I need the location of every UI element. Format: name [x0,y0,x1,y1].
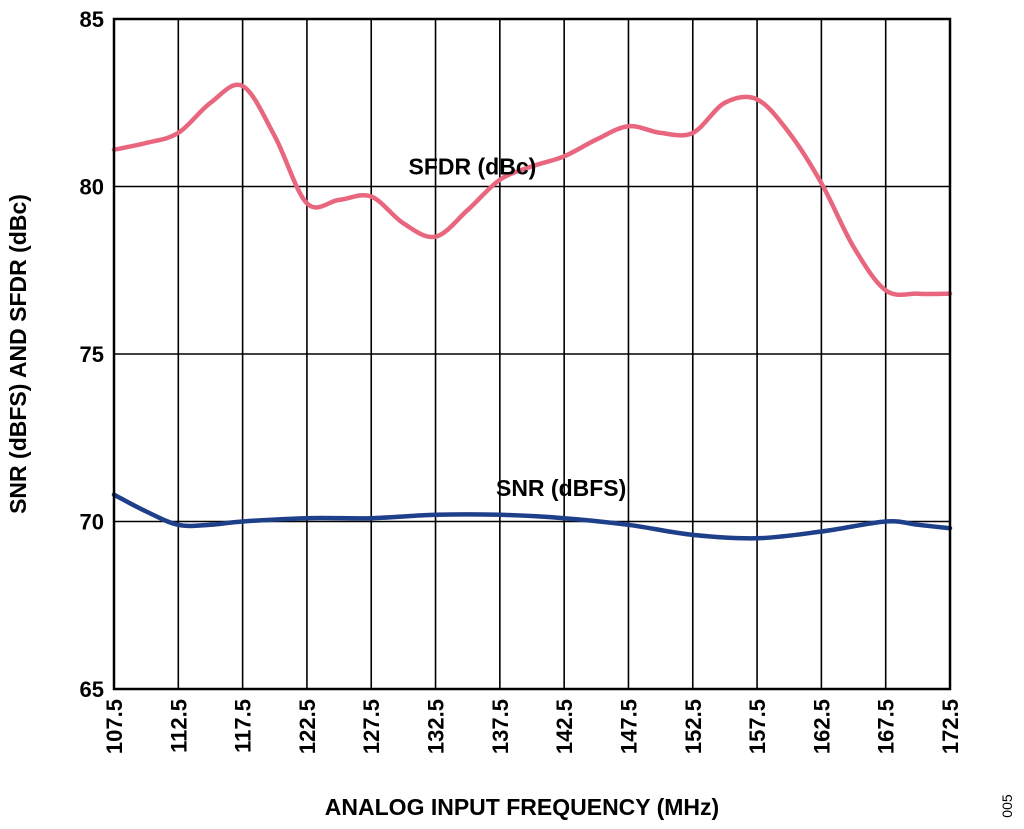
x-tick-label: 172.5 [938,699,963,754]
series-line-snr-dbfs [111,492,953,541]
plot-frame [112,17,952,691]
x-tick-label: 122.5 [295,699,320,754]
x-tick-label: 147.5 [616,699,641,754]
y-tick-label: 70 [80,510,104,535]
x-tick-label: 112.5 [166,699,191,753]
x-tick-labels: 107.5 112.5 117.5 122.5 127.5 132.5 137.5 142.5… [102,699,963,754]
figure-id: 005 [999,794,1015,818]
series-lines [111,82,953,541]
series-annotation: SFDR (dBc) [409,153,537,179]
y-tick-label: 85 [80,7,104,32]
x-axis-title: ANALOG INPUT FREQUENCY (MHz) [325,794,719,820]
x-tick-label: 117.5 [231,699,256,753]
series-line-sfdr-dbc [111,82,953,297]
x-tick-label: 152.5 [681,699,706,754]
series-annotations: SFDR (dBc) SNR (dBFS) [409,153,627,501]
x-tick-label: 132.5 [424,699,449,754]
x-tick-label: 142.5 [552,699,577,754]
y-tick-label: 75 [80,342,104,367]
x-tick-label: 127.5 [359,699,384,754]
y-tick-label: 65 [80,677,104,702]
y-tick-labels: 65 70 75 80 85 [80,7,104,702]
series-annotation: SNR (dBFS) [496,475,626,501]
x-tick-label: 137.5 [488,699,513,754]
x-tick-label: 157.5 [745,699,770,754]
y-axis-title: SNR (dBFS) AND SFDR (dBc) [5,194,31,514]
y-tick-label: 80 [80,175,104,200]
x-tick-label: 162.5 [809,699,834,754]
x-tick-label: 107.5 [102,699,127,754]
x-tick-label: 167.5 [874,699,899,754]
grid [113,18,951,690]
